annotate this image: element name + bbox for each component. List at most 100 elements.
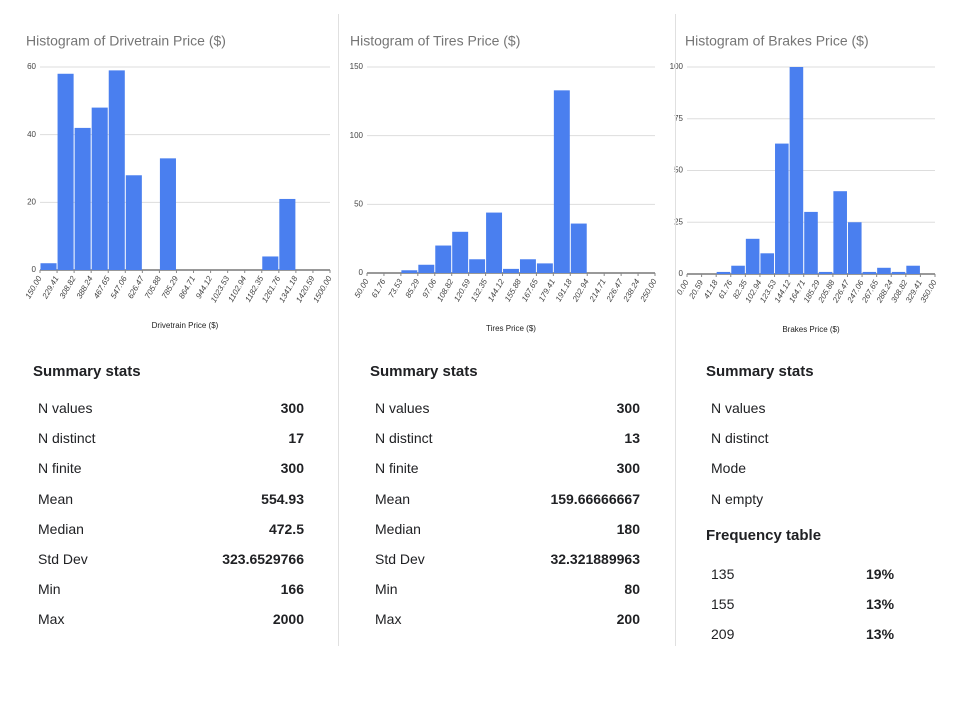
stat-label: N values <box>711 400 766 416</box>
chart-title: Histogram of Drivetrain Price ($) <box>26 33 226 49</box>
stat-value: 554.93 <box>261 490 304 507</box>
frequency-label: 155 <box>711 596 735 612</box>
y-tick-label: 75 <box>674 114 683 123</box>
bar <box>159 158 176 270</box>
x-tick-label: 73.53 <box>387 277 405 299</box>
x-tick-label: 61.76 <box>370 277 388 299</box>
separator <box>675 14 676 646</box>
stat-value: 13 <box>624 430 640 447</box>
bar <box>775 143 789 274</box>
stat-label: Max <box>38 611 65 628</box>
stat-label: Max <box>375 611 402 628</box>
stat-label: Min <box>375 581 398 598</box>
bar <box>125 175 142 270</box>
stat-value: 472.5 <box>268 520 304 537</box>
x-axis-label: Brakes Price ($) <box>782 325 840 334</box>
stat-label: N distinct <box>375 430 433 447</box>
bar <box>877 267 891 274</box>
bar <box>40 263 57 270</box>
bar <box>435 245 452 273</box>
bar <box>818 271 833 274</box>
bar <box>731 265 745 274</box>
bar <box>789 67 804 274</box>
y-tick-label: 25 <box>674 217 683 226</box>
x-tick-label: 214.71 <box>587 278 608 305</box>
stat-value: 2000 <box>272 611 304 628</box>
bar <box>716 271 731 274</box>
x-tick-label: 226.47 <box>604 277 625 304</box>
bar <box>847 222 862 274</box>
stat-value: 300 <box>280 400 304 416</box>
bar <box>469 259 486 273</box>
stat-label: Mean <box>38 490 74 507</box>
stat-value: 32.321889963 <box>550 551 640 567</box>
x-tick-label: 229.41 <box>40 275 61 302</box>
stat-label: Mean <box>375 490 411 507</box>
bar <box>74 127 91 271</box>
stat-value: 300 <box>616 460 640 477</box>
stat-value: 300 <box>280 460 304 477</box>
y-tick-label: 50 <box>354 199 363 208</box>
stat-label: N finite <box>375 460 419 477</box>
separator <box>338 14 339 646</box>
y-tick-label: 20 <box>27 197 36 206</box>
y-tick-label: 60 <box>27 62 36 71</box>
frequency-value: 13% <box>866 596 895 612</box>
bar <box>486 212 503 273</box>
stat-label: N values <box>38 400 93 416</box>
bar <box>519 259 536 273</box>
y-tick-label: 40 <box>27 130 36 139</box>
bar <box>745 238 760 274</box>
frequency-label: 209 <box>711 626 735 642</box>
bar <box>536 263 553 273</box>
bar <box>401 270 418 273</box>
stat-value: 17 <box>288 430 304 447</box>
bar <box>553 90 570 273</box>
charts: Histogram of Drivetrain Price ($) 0 20 40 60… <box>24 33 939 334</box>
bar <box>108 70 125 270</box>
summary-title: Summary stats <box>370 363 478 380</box>
stat-label: N distinct <box>711 430 769 447</box>
frequency-title: Frequency table <box>706 527 822 544</box>
summary-title: Summary stats <box>706 363 814 380</box>
bar <box>452 231 469 273</box>
x-tick-label: 85.29 <box>404 277 422 299</box>
stat-label: Mode <box>711 460 747 477</box>
x-tick-label: 20.59 <box>687 278 706 301</box>
y-tick-label: 0 <box>359 268 364 277</box>
stat-value: 300 <box>616 400 640 416</box>
stat-value: 159.66666667 <box>550 490 640 507</box>
bar <box>760 253 775 274</box>
bar <box>418 264 435 273</box>
stat-label: N values <box>375 400 430 416</box>
x-tick-label: 238.24 <box>621 277 642 304</box>
bar <box>906 265 920 274</box>
stat-value: 323.6529766 <box>222 551 304 567</box>
y-tick-label: 100 <box>670 62 684 71</box>
y-tick-label: 0 <box>32 265 37 274</box>
stat-label: Median <box>38 520 84 537</box>
bar <box>570 223 587 273</box>
stat-label: N empty <box>711 490 764 507</box>
x-axis-label: Tires Price ($) <box>486 324 536 333</box>
y-tick-label: 100 <box>350 131 364 140</box>
stat-label: N distinct <box>38 430 96 447</box>
stat-value: 180 <box>616 520 640 537</box>
bar <box>279 198 296 270</box>
stat-label: Std Dev <box>375 551 425 567</box>
bar <box>891 271 906 274</box>
stat-value: 200 <box>616 611 640 628</box>
bar <box>833 191 847 274</box>
y-tick-label: 50 <box>674 166 683 175</box>
stat-value: 166 <box>280 581 304 598</box>
bar <box>804 211 818 274</box>
stat-label: Min <box>38 581 61 598</box>
y-tick-label: 0 <box>679 269 684 278</box>
frequency-value: 19% <box>866 566 895 582</box>
x-tick-label: 202.94 <box>570 277 591 304</box>
bar <box>57 73 74 271</box>
y-tick-label: 150 <box>350 62 364 71</box>
chart-title: Histogram of Brakes Price ($) <box>685 33 869 49</box>
bar <box>503 268 519 273</box>
